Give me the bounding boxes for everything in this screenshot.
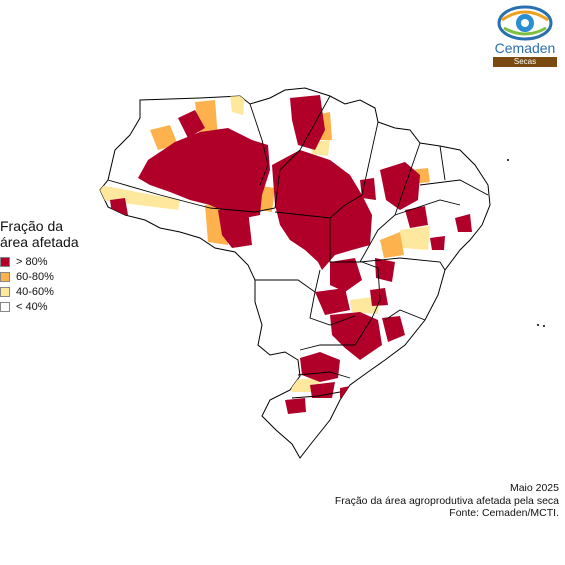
legend-swatch — [0, 301, 10, 312]
caption-description: Fração da área agroprodutiva afetada pel… — [334, 494, 559, 507]
logo-subtitle: Secas — [493, 57, 557, 67]
logo-name: Cemaden — [494, 40, 556, 56]
island-dot — [543, 325, 545, 327]
legend-label: > 80% — [16, 255, 48, 268]
zone-above-80 — [110, 95, 472, 414]
cemaden-logo: Cemaden Secas — [492, 4, 558, 67]
legend-label: 40-60% — [16, 285, 54, 298]
legend-swatch — [0, 271, 10, 282]
map-caption: Maio 2025 Fração da área agroprodutiva a… — [335, 482, 559, 520]
legend-item: > 80% — [0, 254, 79, 269]
legend-swatch — [0, 286, 10, 297]
legend-item: < 40% — [0, 299, 79, 314]
state-borders — [107, 95, 489, 399]
island-dot — [537, 324, 539, 326]
legend-title-line2: área afetada — [0, 234, 79, 250]
eye-logo-icon — [497, 5, 553, 41]
caption-source: Fonte: Cemaden/MCTI. — [449, 507, 559, 519]
legend-swatch — [0, 256, 10, 267]
legend-title-line1: Fração da — [0, 218, 64, 234]
legend-label: < 40% — [16, 300, 48, 313]
legend-label: 60-80% — [16, 270, 54, 283]
legend: Fração da área afetada > 80% 60-80% 40-6… — [0, 218, 79, 314]
legend-item: 60-80% — [0, 269, 79, 284]
island-dot — [507, 159, 509, 161]
caption-date: Maio 2025 — [509, 482, 559, 494]
legend-item: 40-60% — [0, 284, 79, 299]
